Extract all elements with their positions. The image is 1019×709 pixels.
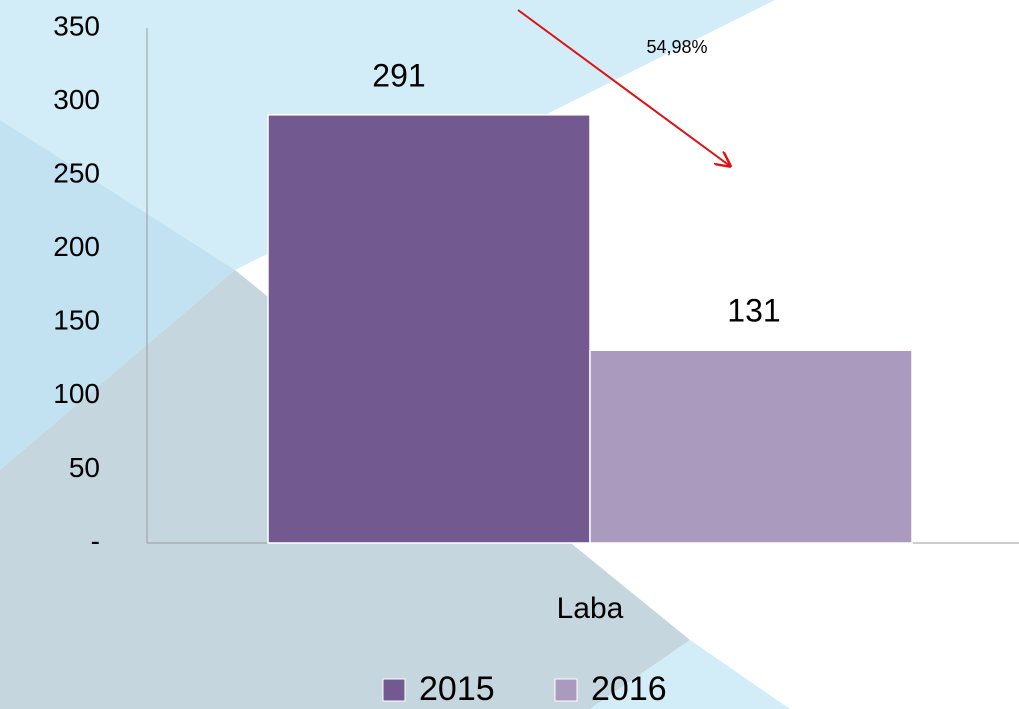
y-tick-label: - bbox=[91, 525, 100, 556]
background-shape bbox=[0, 120, 235, 470]
bar bbox=[589, 349, 913, 544]
y-tick-label: 100 bbox=[53, 378, 100, 409]
y-tick-label: 200 bbox=[53, 231, 100, 262]
legend-swatch bbox=[554, 678, 578, 702]
legend-swatch bbox=[382, 678, 406, 702]
y-tick-label: 250 bbox=[53, 158, 100, 189]
y-tick-label: 150 bbox=[53, 305, 100, 336]
arrow bbox=[517, 9, 730, 166]
y-tick-label: 350 bbox=[53, 10, 100, 41]
x-tick-label: Laba bbox=[557, 592, 624, 625]
background-shape bbox=[590, 640, 790, 709]
background-shape bbox=[0, 0, 775, 470]
y-tick-label: 300 bbox=[53, 84, 100, 115]
legend-label: 2015 bbox=[419, 670, 495, 708]
annotation: 54,98% bbox=[646, 37, 707, 57]
data-label: 291 bbox=[372, 57, 425, 93]
bar bbox=[267, 114, 591, 544]
data-label: 131 bbox=[727, 293, 780, 329]
legend-label: 2016 bbox=[591, 670, 667, 708]
y-tick-label: 50 bbox=[69, 452, 100, 483]
